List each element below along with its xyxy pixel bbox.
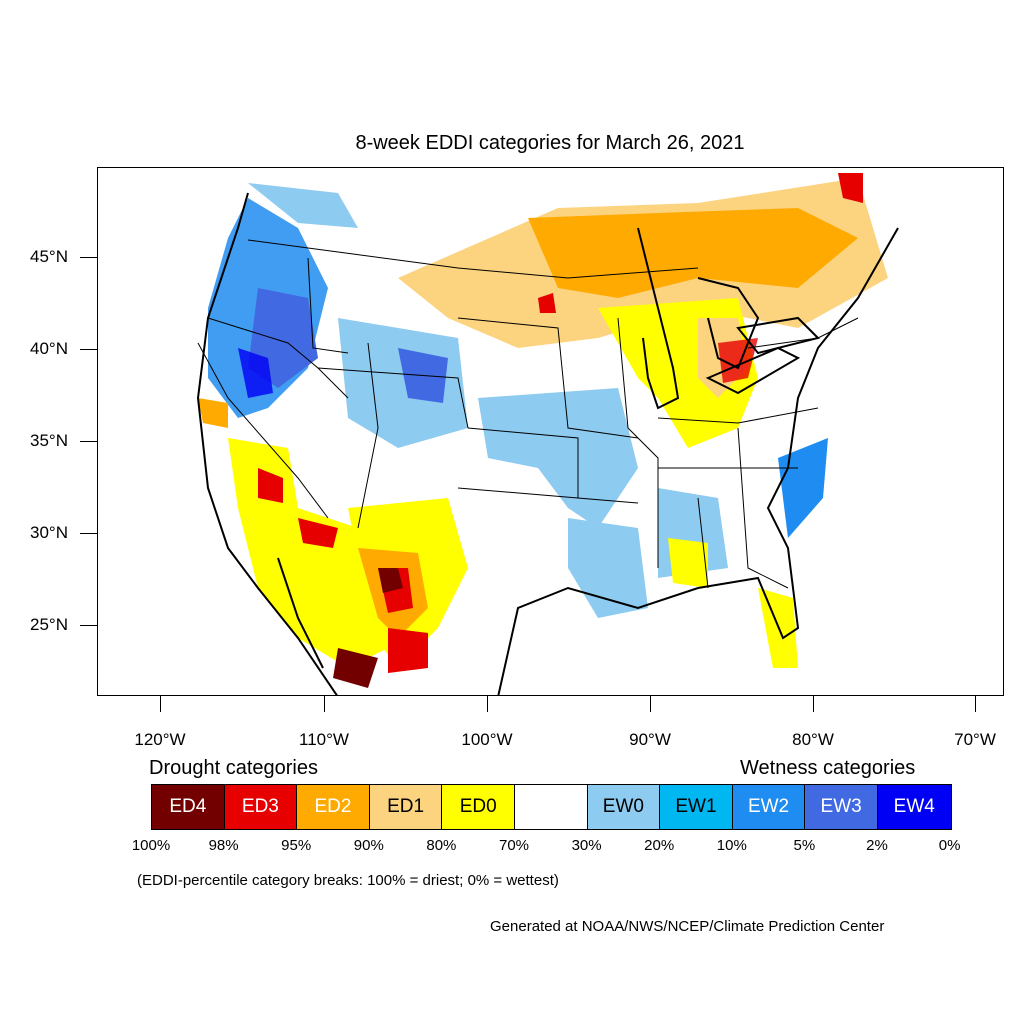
- percentile-label: 98%: [208, 837, 239, 854]
- latitude-label: 45°N: [30, 247, 68, 266]
- percentile-label: 5%: [793, 837, 816, 854]
- latitude-tick: [80, 625, 97, 626]
- drought-heading: Drought categories: [149, 757, 318, 779]
- eddi-map: [97, 167, 1004, 696]
- legend-swatch: ED4: [152, 785, 225, 829]
- legend-swatch: EW2: [732, 785, 806, 829]
- longitude-label: 70°W: [954, 730, 996, 749]
- legend-swatch: EW1: [660, 785, 733, 829]
- drought-regions: [198, 173, 888, 688]
- latitude-tick: [80, 533, 97, 534]
- longitude-label: 90°W: [629, 730, 671, 749]
- latitude-label: 25°N: [30, 615, 68, 634]
- longitude-label: 120°W: [134, 730, 186, 749]
- longitude-tick: [160, 696, 161, 712]
- legend-swatch: [514, 785, 588, 829]
- latitude-tick: [80, 441, 97, 442]
- longitude-tick: [324, 696, 325, 712]
- latitude-label: 35°N: [30, 431, 68, 450]
- map-canvas: [196, 173, 899, 695]
- percentile-label: 0%: [938, 837, 961, 854]
- latitude-label: 40°N: [30, 339, 68, 358]
- percentile-label: 95%: [281, 837, 312, 854]
- boundaries: [197, 239, 859, 589]
- category-note: (EDDI-percentile category breaks: 100% =…: [137, 872, 559, 889]
- longitude-tick: [487, 696, 488, 712]
- percentile-label: 10%: [716, 837, 747, 854]
- longitude-tick: [650, 696, 651, 712]
- map-title: 8-week EDDI categories for March 26, 202…: [355, 132, 745, 154]
- wetness-heading: Wetness categories: [740, 757, 916, 779]
- latitude-tick: [80, 349, 97, 350]
- percentile-label: 70%: [498, 837, 530, 854]
- percentile-label: 90%: [353, 837, 384, 854]
- longitude-label: 100°W: [461, 730, 513, 749]
- legend-swatch: ED3: [224, 785, 298, 829]
- longitude-tick: [813, 696, 814, 712]
- legend-swatch: ED2: [297, 785, 370, 829]
- legend-swatch: ED0: [442, 785, 515, 829]
- percentile-label: 80%: [426, 837, 457, 854]
- longitude-label: 80°W: [792, 730, 834, 749]
- latitude-label: 30°N: [30, 523, 68, 542]
- percentile-label: 30%: [571, 837, 602, 854]
- legend-swatch: ED1: [369, 785, 443, 829]
- latitude-tick: [80, 257, 97, 258]
- legend-swatch: EW0: [587, 785, 661, 829]
- longitude-label: 110°W: [299, 730, 349, 749]
- credit-text: Generated at NOAA/NWS/NCEP/Climate Predi…: [490, 918, 885, 935]
- percentile-label: 20%: [644, 837, 675, 854]
- percentile-label: 2%: [866, 837, 888, 854]
- percentile-label: 100%: [131, 837, 171, 854]
- coastline: [196, 192, 899, 695]
- legend-swatch: EW3: [805, 785, 878, 829]
- legend-swatch: EW4: [877, 785, 951, 829]
- category-legend: ED4 ED3 ED2 ED1 ED0 EW0 EW1 EW2 EW3 EW4: [151, 784, 952, 830]
- longitude-tick: [975, 696, 976, 712]
